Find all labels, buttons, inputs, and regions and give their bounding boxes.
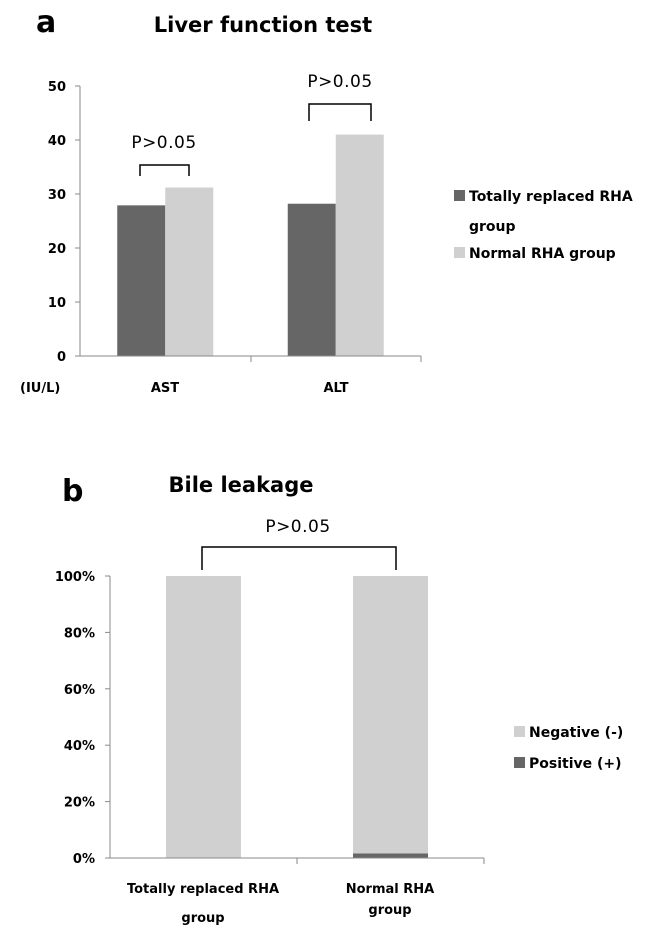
chart-b-y-tick-label: 20% xyxy=(64,796,95,811)
chart-b-x-tick-totally-replaced-line1: Totally replaced RHA xyxy=(127,882,279,897)
panel-label-a: a xyxy=(36,5,56,40)
chart-a-x-tick-ast: AST xyxy=(151,381,179,396)
chart-b-y-tick-label: 60% xyxy=(64,683,95,698)
chart-b-x-tick-normal-line1: Normal RHA xyxy=(346,882,434,897)
legend-label-totally-replaced-line1: Totally replaced RHA xyxy=(469,189,633,205)
chart-b-y-tick-label: 100% xyxy=(55,570,95,585)
chart-b-bars xyxy=(166,576,428,858)
chart-b-y-tick-label: 0% xyxy=(73,852,95,867)
chart-a-pvalue-alt: P>0.05 xyxy=(307,72,372,92)
chart-b-x-tick-normal-line2: group xyxy=(368,903,411,918)
chart-a-y-tick-label: 0 xyxy=(57,350,66,365)
chart-b: b Bile leakage 0% 20% 40% 60% 80% 100% Totall… xyxy=(55,473,623,926)
chart-a-bar-ast-series-1 xyxy=(165,187,214,356)
chart-a-bracket-alt xyxy=(308,103,372,121)
chart-b-bar-cat1-series-1 xyxy=(353,576,428,854)
chart-a-bar-alt-series-1 xyxy=(335,134,384,356)
chart-b-pvalue: P>0.05 xyxy=(265,517,330,537)
chart-a-y-tick-label: 50 xyxy=(48,80,66,95)
chart-b-y-axis: 0% 20% 40% 60% 80% 100% xyxy=(55,570,110,867)
legend-swatch-negative xyxy=(514,726,525,737)
chart-a-y-axis: 0 10 20 30 40 50 xyxy=(48,80,80,365)
legend-swatch-positive xyxy=(514,757,525,768)
chart-a-bars xyxy=(117,134,384,356)
chart-a-bar-alt-series-0 xyxy=(287,203,336,356)
chart-a: a Liver function test 0 10 20 30 40 50 (IU/L)… xyxy=(20,5,633,396)
chart-b-bracket xyxy=(201,546,397,570)
legend-label-negative: Negative (-) xyxy=(529,725,623,741)
chart-a-y-tick-label: 10 xyxy=(48,296,66,311)
chart-a-bracket-ast xyxy=(139,164,190,176)
chart-b-y-tick-label: 80% xyxy=(64,626,95,641)
legend-label-totally-replaced-line2: group xyxy=(469,219,516,235)
legend-swatch-normal xyxy=(454,247,465,258)
chart-b-bar-cat1-series-0 xyxy=(353,853,428,858)
chart-a-bar-ast-series-0 xyxy=(117,205,166,356)
chart-a-pvalue-ast: P>0.05 xyxy=(131,133,196,153)
chart-a-y-tick-label: 40 xyxy=(48,134,66,149)
chart-a-legend: Totally replaced RHA group Normal RHA gr… xyxy=(454,189,633,262)
chart-b-legend: Negative (-) Positive (+) xyxy=(514,725,623,772)
chart-a-unit-label: (IU/L) xyxy=(20,381,60,396)
chart-b-y-tick-label: 40% xyxy=(64,739,95,754)
chart-a-x-tick-alt: ALT xyxy=(323,381,348,396)
chart-b-title: Bile leakage xyxy=(169,473,314,497)
panel-label-b: b xyxy=(62,474,83,509)
legend-label-normal: Normal RHA group xyxy=(469,246,616,262)
legend-swatch-totally-replaced xyxy=(454,190,465,201)
chart-b-bar-cat0-series-1 xyxy=(166,576,241,858)
legend-label-positive: Positive (+) xyxy=(529,756,622,772)
chart-a-title: Liver function test xyxy=(154,13,372,37)
chart-b-x-tick-totally-replaced-line2: group xyxy=(181,911,224,926)
chart-a-y-tick-label: 20 xyxy=(48,242,66,257)
chart-a-y-tick-label: 30 xyxy=(48,188,66,203)
